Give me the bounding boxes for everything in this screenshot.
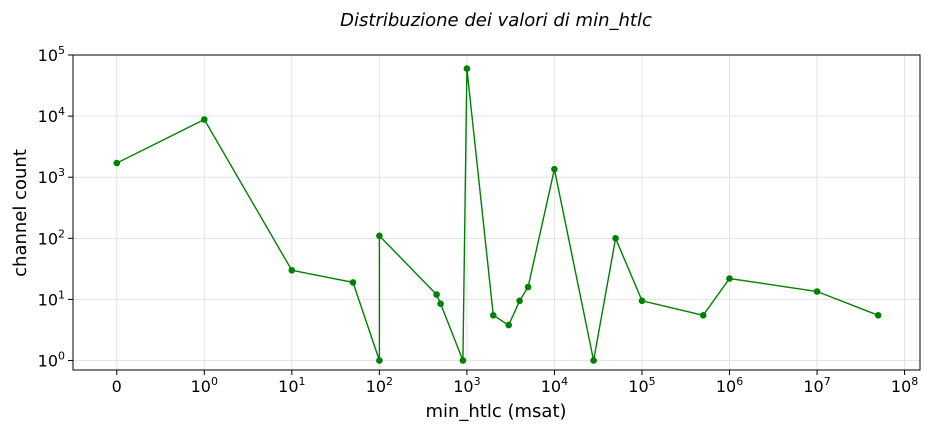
x-tick-label: 106 xyxy=(716,375,743,396)
x-axis-label: min_htlc (msat) xyxy=(425,401,566,422)
data-point xyxy=(376,232,383,240)
data-point xyxy=(813,288,821,295)
x-tick-exponent: 3 xyxy=(474,375,481,388)
data-point xyxy=(516,297,523,305)
x-tick-label: 101 xyxy=(278,375,305,396)
y-tick-base: 10 xyxy=(38,229,58,248)
x-tick-exponent: 5 xyxy=(649,375,656,388)
grid xyxy=(73,54,920,370)
plot-frame xyxy=(72,54,921,371)
y-tick-exponent: 3 xyxy=(58,166,65,179)
x-tick-label: 0 xyxy=(112,377,122,396)
y-tick-base: 10 xyxy=(38,46,58,65)
x-tick-exponent: 6 xyxy=(736,375,743,388)
x-tick-exponent: 2 xyxy=(386,375,393,388)
x-tick-exponent: 7 xyxy=(824,375,831,388)
y-tick-base: 10 xyxy=(38,168,58,187)
y-tick-base: 10 xyxy=(38,107,58,126)
x-tick-label: 104 xyxy=(541,375,568,396)
x-tick-label: 108 xyxy=(891,375,918,396)
y-tick-label: 102 xyxy=(38,227,65,248)
x-tick-exponent: 1 xyxy=(299,375,306,388)
data-point xyxy=(505,321,512,329)
x-tick-exponent: 0 xyxy=(211,375,218,388)
data-point xyxy=(433,291,440,298)
y-tick-label: 104 xyxy=(38,105,65,126)
data-point xyxy=(524,283,532,291)
y-tick-label: 101 xyxy=(38,288,65,309)
x-tick-exponent: 4 xyxy=(561,375,568,388)
y-axis-label: channel count xyxy=(10,149,31,277)
data-point xyxy=(874,312,882,319)
data-point xyxy=(638,297,646,305)
y-tick-exponent: 5 xyxy=(58,44,65,57)
data-point xyxy=(463,65,471,72)
x-tick-label: 107 xyxy=(803,375,830,396)
data-point xyxy=(490,312,497,319)
data-point xyxy=(288,267,296,274)
x-tick-label: 103 xyxy=(453,375,480,396)
data-point xyxy=(551,165,558,173)
y-tick-exponent: 1 xyxy=(58,288,65,301)
data-point xyxy=(376,357,383,364)
x-tick-label: 100 xyxy=(191,375,218,396)
x-axis: 0 100 101 102 103 104 105 106 107 108 xyxy=(112,370,918,396)
data-point xyxy=(699,312,707,319)
y-tick-exponent: 2 xyxy=(58,227,65,240)
y-tick-exponent: 4 xyxy=(58,105,65,118)
data-point xyxy=(612,235,619,242)
y-tick-label: 100 xyxy=(38,350,65,371)
chart-title: Distribuzione dei valori di min_htlc xyxy=(340,10,652,31)
data-point xyxy=(437,300,444,308)
data-point xyxy=(590,357,597,364)
y-tick-base: 10 xyxy=(38,290,58,309)
y-tick-exponent: 0 xyxy=(58,350,65,363)
x-tick-label: 105 xyxy=(628,375,655,396)
data-point xyxy=(726,275,733,282)
series-line xyxy=(116,68,879,361)
x-tick-label: 102 xyxy=(366,375,393,396)
y-tick-label: 103 xyxy=(38,166,65,187)
x-tick-exponent: 8 xyxy=(911,375,918,388)
data-point xyxy=(349,279,357,286)
data-point xyxy=(113,159,121,167)
y-tick-base: 10 xyxy=(38,352,58,371)
data-point xyxy=(201,116,208,123)
data-point xyxy=(459,357,467,364)
y-tick-label: 105 xyxy=(38,44,65,65)
series-group xyxy=(113,65,882,364)
